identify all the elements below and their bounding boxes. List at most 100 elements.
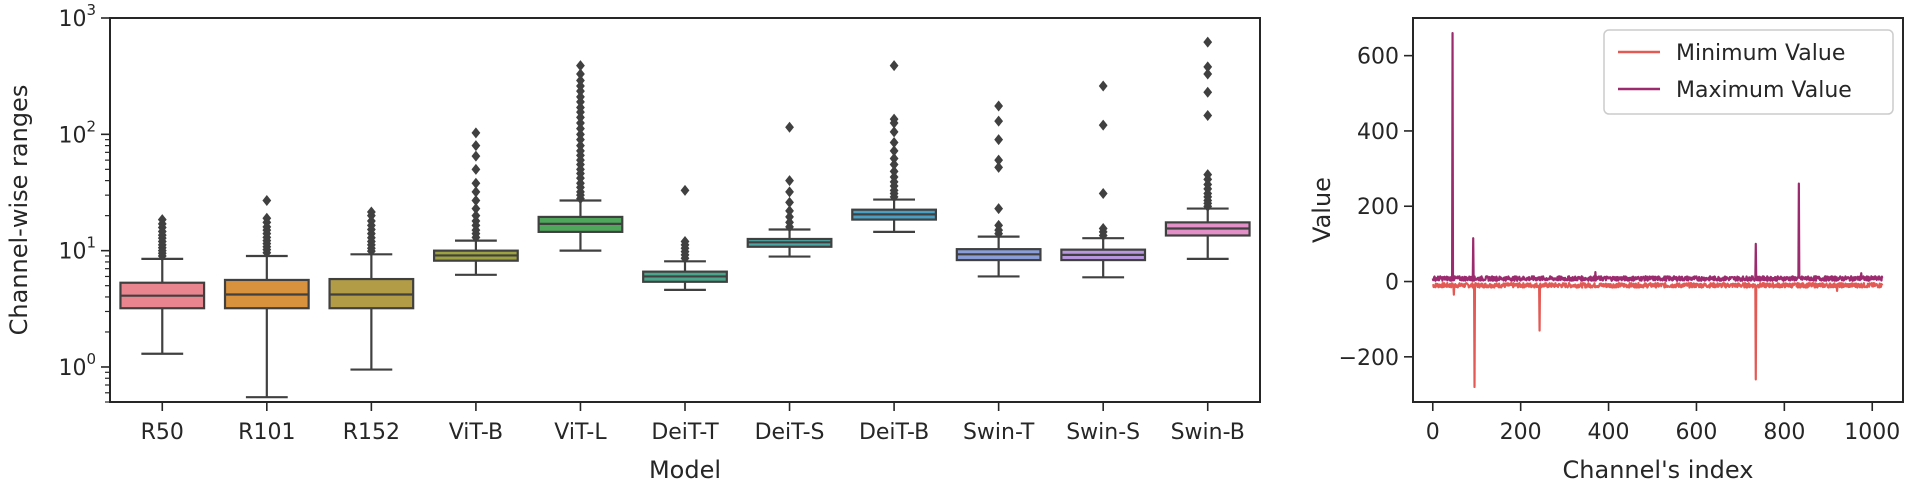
x-tick-label: Swin-T	[963, 420, 1035, 445]
outlier-point	[994, 154, 1004, 166]
y-tick-base: 10	[58, 240, 86, 265]
outlier-point	[680, 235, 690, 247]
outlier-point	[471, 177, 481, 189]
outlier-point	[785, 211, 794, 223]
y-tick-label: 103	[58, 1, 96, 32]
x-tick-label: 800	[1763, 420, 1805, 445]
outlier-point	[889, 159, 899, 171]
y-axis-label: Value	[1308, 177, 1336, 243]
outlier-point	[366, 206, 376, 218]
outlier-point	[1098, 80, 1108, 92]
y-tick-exponent: 3	[86, 1, 96, 19]
outlier-point	[889, 171, 899, 183]
outlier-point	[889, 152, 899, 164]
outlier-point	[262, 212, 272, 224]
x-tick-label: 0	[1426, 420, 1440, 445]
outlier-point	[1203, 86, 1213, 98]
y-tick-exponent: 0	[86, 350, 96, 368]
outlier-point	[785, 196, 794, 208]
outlier-point	[1203, 169, 1213, 181]
legend-label: Maximum Value	[1676, 78, 1852, 103]
series-line-maximum	[1431, 31, 1884, 282]
outlier-point	[1203, 61, 1213, 73]
outlier-point	[785, 205, 794, 217]
y-tick-base: 10	[58, 356, 86, 381]
series-line-minimum	[1432, 281, 1884, 389]
outlier-point	[576, 80, 585, 92]
legend: Minimum Value Maximum Value	[1603, 29, 1894, 115]
x-tick-label: 400	[1588, 420, 1630, 445]
line-plot-frame	[1412, 17, 1904, 403]
x-tick-label: Swin-S	[1066, 420, 1140, 445]
outlier-point	[889, 145, 899, 157]
y-tick-label: 400	[1357, 120, 1399, 145]
outlier-point	[471, 203, 481, 215]
outlier-point	[994, 219, 1004, 231]
outlier-point	[576, 102, 585, 114]
outlier-point	[471, 150, 481, 162]
outlier-point	[785, 175, 794, 187]
outlier-point	[471, 194, 481, 206]
y-tick-base: 10	[58, 123, 86, 148]
outlier-point	[1203, 68, 1213, 80]
y-tick-label: 200	[1357, 195, 1399, 220]
outlier-point	[889, 137, 899, 149]
outlier-point	[471, 210, 481, 222]
x-tick-label: ViT-L	[554, 420, 607, 445]
y-tick-label: 101	[58, 234, 96, 265]
outlier-point	[994, 115, 1004, 127]
outlier-point	[1098, 119, 1108, 131]
y-tick-exponent: 2	[86, 117, 96, 135]
x-tick-label: 200	[1500, 420, 1542, 445]
outlier-point	[889, 113, 899, 125]
outlier-point	[994, 134, 1004, 146]
outlier-point	[1098, 223, 1108, 235]
legend-box	[1603, 29, 1894, 115]
outlier-point	[471, 140, 481, 152]
y-tick-label: 600	[1357, 45, 1399, 70]
x-tick-label: R152	[343, 420, 400, 445]
outlier-point	[576, 123, 585, 135]
outlier-point	[576, 128, 585, 140]
x-tick-label: R50	[141, 420, 184, 445]
y-tick-label: 100	[58, 350, 96, 381]
box-plot-frame	[109, 17, 1261, 403]
outlier-point	[1203, 36, 1213, 48]
x-tick-label: DeiT-B	[859, 420, 929, 445]
x-tick-label: R101	[238, 420, 295, 445]
legend-label: Minimum Value	[1676, 41, 1845, 66]
y-tick-label: −200	[1339, 346, 1399, 371]
outlier-point	[1203, 110, 1213, 122]
outlier-point	[576, 140, 585, 152]
x-tick-label: 600	[1675, 420, 1717, 445]
outlier-point	[994, 161, 1004, 173]
outlier-point	[471, 163, 481, 175]
y-tick-label: 102	[58, 117, 96, 148]
outlier-point	[576, 60, 585, 72]
outlier-point	[785, 121, 794, 133]
line-plot-panel: −200 0 200 400 600 0 200 400 600 800 1000 Minimum V…	[1308, 17, 1904, 484]
outlier-point	[889, 126, 899, 138]
x-axis-label: Channel's index	[1563, 456, 1754, 484]
outlier-point	[994, 100, 1004, 112]
outlier-point	[576, 68, 585, 80]
outlier-point	[889, 165, 899, 177]
y-axis-label: Channel-wise ranges	[5, 85, 33, 336]
outlier-point	[1098, 187, 1108, 199]
outlier-point	[889, 60, 899, 72]
outlier-point	[471, 186, 481, 198]
y-tick-exponent: 1	[86, 234, 96, 252]
x-tick-label: DeiT-S	[755, 420, 825, 445]
x-tick-label: Swin-B	[1171, 420, 1245, 445]
line-series-group	[1431, 31, 1884, 389]
outlier-point	[785, 186, 794, 198]
outlier-point	[994, 203, 1004, 215]
x-axis-label: Model	[649, 456, 721, 484]
x-tick-label: ViT-B	[449, 420, 503, 445]
x-tick-label: DeiT-T	[651, 420, 719, 445]
outlier-point	[576, 75, 585, 87]
outlier-point	[576, 117, 585, 129]
outlier-point	[471, 127, 481, 139]
